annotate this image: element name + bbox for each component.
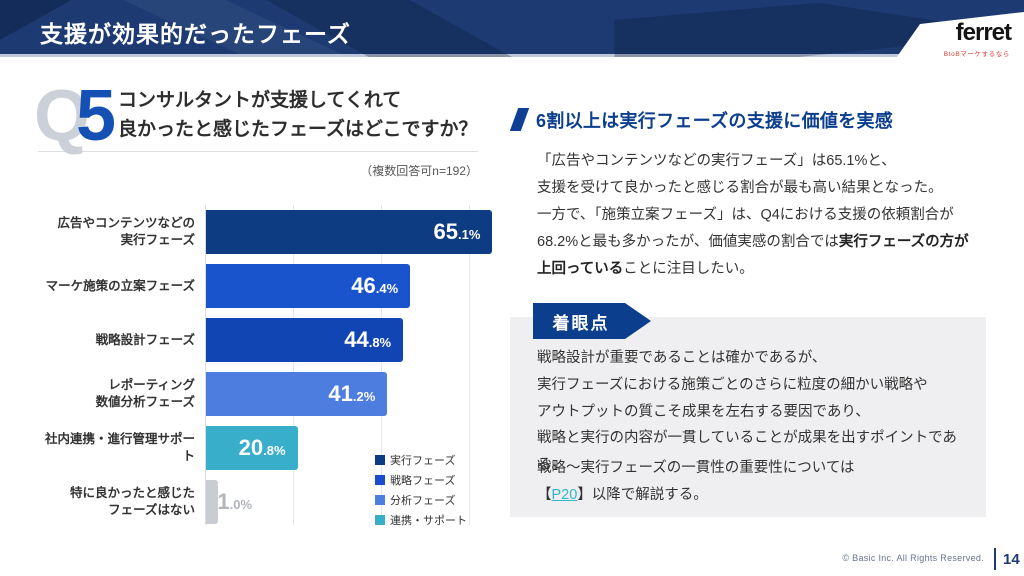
chart-category-label: レポーティング 数値分析フェーズ — [95, 378, 195, 409]
legend-swatch — [375, 475, 385, 485]
chart-category-label: マーケ施策の立案フェーズ — [45, 278, 195, 293]
ferret-logo: ferret — [955, 19, 1012, 46]
question-text: コンサルタントが支援してくれて 良かったと感じたフェーズはどこですか？ — [118, 90, 478, 141]
chart-bar — [206, 480, 218, 524]
heading-slash-icon — [509, 108, 530, 131]
legend-label: 戦略フェーズ — [390, 475, 456, 487]
sample-size-note: （複数回答可n=192） — [360, 164, 478, 178]
chart-legend: 実行フェーズ 戦略フェーズ 分析フェーズ 連携・サポート — [375, 452, 467, 532]
legend-label: 実行フェーズ — [390, 455, 456, 467]
analysis-paragraph-2-text: 一方で、「施策立案フェーズ」は、Q4における支援の依頼割合が 68.2%と最も多… — [537, 207, 954, 250]
legend-swatch — [375, 455, 385, 465]
focus-point-body: 戦略設計が重要であることは確かであるが、 実行フェーズにおける施策ごとのさらに粒… — [537, 350, 957, 474]
chart-category-label: 特に良かったと感じた フェーズはない — [69, 486, 195, 517]
chart-gridline — [469, 205, 470, 525]
chart-bar: 46.4% — [206, 264, 411, 308]
chart-category-label: 戦略設計フェーズ — [95, 332, 195, 347]
chart-value-label: 1.0% — [217, 489, 253, 514]
logo-tagline: BtoBマーケするなら — [943, 51, 1010, 58]
analysis-heading: 6割以上は実行フェーズの支援に価値を実感 — [536, 111, 894, 131]
chart-value-label: 44.8% — [344, 327, 392, 352]
page-number: 14 — [1003, 551, 1020, 568]
legend-item: 連携・サポート — [375, 512, 467, 528]
question-number: 5 — [76, 76, 117, 156]
legend-item: 分析フェーズ — [375, 492, 467, 508]
legend-swatch — [375, 495, 385, 505]
focus-reference-text: 】以降で解説する。 — [577, 486, 708, 503]
legend-label: 連携・サポート — [390, 515, 467, 527]
bar-chart: 広告やコンテンツなどの 実行フェーズ 65.1% マーケ施策の立案フェーズ 46.4% 戦… — [38, 200, 503, 535]
chart-gridline — [293, 205, 294, 525]
chart-bar: 44.8% — [206, 318, 404, 362]
focus-point-reference: 戦略〜実行フェーズの一貫性の重要性については 【P20】以降で解説する。 — [537, 455, 982, 509]
chart-gridline — [381, 205, 382, 525]
legend-label: 分析フェーズ — [390, 495, 456, 507]
legend-item: 実行フェーズ — [375, 452, 467, 468]
chart-value-label: 41.2% — [328, 381, 376, 406]
chart-value-label: 65.1% — [433, 219, 481, 244]
focus-point-badge: 着眼点 — [533, 303, 651, 339]
analysis-paragraph-1: 「広告やコンテンツなどの実行フェーズ」は65.1%と、 支援を受けて良かったと感… — [537, 153, 943, 196]
page-20-link[interactable]: P20 — [551, 486, 578, 503]
legend-swatch — [375, 515, 385, 525]
logo-plate: ferret BtoBマーケするなら — [894, 12, 1024, 61]
chart-bar: 65.1% — [206, 210, 493, 254]
copyright-text: © Basic Inc. All Rights Reserved. — [842, 553, 984, 563]
slide-title: 支援が効果的だったフェーズ — [40, 21, 351, 47]
chart-value-label: 20.8% — [238, 435, 286, 460]
analysis-paragraph-2-bold: 実行フェーズの方が 上回っている — [537, 233, 969, 277]
chart-category-label: 広告やコンテンツなどの 実行フェーズ — [57, 216, 195, 247]
focus-reference-text: 戦略〜実行フェーズの一貫性の重要性については 【 — [537, 460, 855, 503]
question-divider — [38, 151, 478, 152]
focus-point-box — [510, 317, 986, 517]
chart-axis-line — [205, 205, 206, 525]
legend-item: 戦略フェーズ — [375, 472, 467, 488]
chart-value-label: 46.4% — [351, 273, 399, 298]
chart-bar: 41.2% — [206, 372, 388, 416]
question-q-letter: Q — [34, 76, 91, 156]
chart-bar: 20.8% — [206, 426, 298, 470]
analysis-paragraph-2: 一方で、「施策立案フェーズ」は、Q4における支援の依頼割合が 68.2%と最も多… — [537, 202, 1002, 282]
footer-divider — [994, 548, 996, 570]
header-bar: 支援が効果的だったフェーズ ferret BtoBマーケするなら — [0, 0, 1024, 61]
chart-category-label: 社内連携・進行管理サポート — [44, 432, 195, 463]
analysis-paragraph-2-text: ことに注目したい。 — [623, 260, 754, 277]
